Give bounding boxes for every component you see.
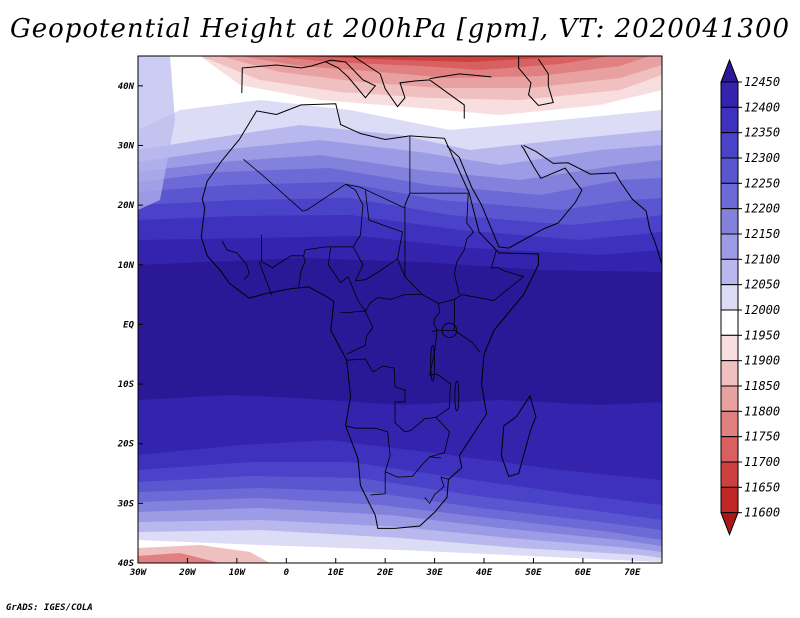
- country-border: [261, 234, 354, 269]
- field-band: [138, 56, 175, 210]
- lat-label: 40N: [118, 82, 135, 92]
- height-field: [138, 56, 662, 563]
- colorbar-label: 12150: [744, 227, 780, 241]
- map-title: Geopotential Height at 200hPa [gpm], VT:…: [9, 14, 791, 44]
- colorbar-box: [720, 208, 739, 235]
- lon-label: 60E: [575, 568, 592, 578]
- lat-label: 10N: [118, 261, 135, 271]
- plot-frame: [137, 55, 663, 564]
- field-band: [138, 553, 220, 563]
- latitude-axis: 40N 30N 20N 10N EQ 10S 20S 30S 40S: [117, 82, 143, 569]
- lon-label: 40E: [476, 568, 493, 578]
- africa-coastline: [200, 103, 539, 529]
- colorbar-label: 11900: [744, 354, 780, 368]
- lon-label: 50E: [525, 568, 542, 578]
- lon-label: 30W: [129, 568, 148, 578]
- colorbar-box: [720, 436, 739, 463]
- field-band: [300, 56, 580, 62]
- lat-label: EQ: [123, 320, 134, 330]
- country-border: [346, 358, 411, 433]
- country-border: [429, 330, 451, 418]
- colorbar: 12450 12400 12350 12300 12250 12200 12150 12100…: [720, 58, 780, 537]
- coastlines: [200, 56, 662, 529]
- colorbar-label: 12200: [744, 202, 780, 216]
- colorbar-box: [720, 157, 739, 184]
- country-border: [221, 240, 250, 280]
- lon-label: 20W: [178, 568, 197, 578]
- colorbar-box: [720, 360, 739, 387]
- lat-label: 30S: [117, 499, 135, 509]
- black-sea-coastline: [429, 73, 492, 80]
- country-border: [424, 476, 450, 505]
- country-border: [258, 261, 273, 295]
- lon-label: 70E: [624, 568, 641, 578]
- country-border: [364, 190, 403, 259]
- country-border: [340, 310, 374, 355]
- colorbar-box: [720, 182, 739, 210]
- colorbar-label: 12300: [744, 151, 780, 165]
- country-border: [298, 255, 306, 287]
- lake-outline: [441, 322, 458, 338]
- country-border: [433, 303, 440, 331]
- country-border: [490, 249, 524, 278]
- arabia-coastline: [446, 145, 583, 249]
- grads-credit: GrADS: IGES/COLA: [6, 603, 93, 613]
- colorbar-box: [720, 258, 739, 286]
- colorbar-label: 12000: [744, 303, 780, 317]
- lake-outline: [430, 344, 435, 382]
- colorbar-label: 12050: [744, 278, 780, 292]
- colorbar-top-arrow: [720, 58, 739, 83]
- colorbar-label: 11750: [744, 430, 780, 444]
- colorbar-box: [720, 284, 739, 311]
- lat-label: 20S: [117, 440, 135, 450]
- lon-label: 20E: [376, 568, 394, 578]
- lat-label: 20N: [117, 201, 135, 211]
- lon-label: 30E: [425, 568, 443, 578]
- colorbar-box: [720, 132, 739, 159]
- colorbar-label: 11700: [744, 455, 780, 469]
- balkans-coastline: [352, 56, 465, 119]
- lon-label: 10E: [328, 568, 345, 578]
- colorbar-box: [720, 334, 739, 362]
- country-border: [410, 417, 450, 458]
- field-band: [270, 56, 610, 70]
- colorbar-box: [720, 106, 739, 134]
- colorbar-label: 11950: [744, 328, 780, 342]
- colorbar-box: [720, 486, 739, 514]
- colorbar-box: [720, 309, 739, 336]
- colorbar-box: [720, 461, 739, 488]
- europe-coastline: [241, 59, 377, 99]
- country-border: [345, 183, 406, 282]
- colorbar-label: 11650: [744, 480, 780, 494]
- field-band: [138, 540, 662, 563]
- colorbar-label: 12400: [744, 100, 780, 114]
- country-border: [345, 425, 391, 496]
- country-border: [404, 135, 524, 304]
- lake-outline: [454, 380, 460, 412]
- colorbar-label: 12350: [744, 126, 780, 140]
- longitude-axis: 30W 20W 10W 0 10E 20E 30E 40E 50E 60E 70E: [129, 558, 641, 578]
- country-border: [385, 456, 442, 478]
- lat-label: 40S: [118, 559, 135, 569]
- colorbar-box: [720, 385, 739, 412]
- colorbar-box: [720, 81, 739, 108]
- colorbar-box: [720, 410, 739, 438]
- colorbar-label: 11800: [744, 404, 780, 418]
- lat-label: 30N: [117, 141, 135, 151]
- colorbar-box: [720, 233, 739, 260]
- madagascar-coastline: [500, 394, 537, 478]
- lon-label: 10W: [229, 568, 247, 578]
- caspian-coastline: [518, 56, 554, 107]
- colorbar-label: 11850: [744, 379, 780, 393]
- country-border: [453, 193, 475, 295]
- colorbar-label: 12250: [744, 176, 780, 190]
- persia-coastline: [523, 145, 662, 265]
- lat-label: 10S: [118, 380, 135, 390]
- colorbar-label: 12450: [744, 75, 780, 89]
- colorbar-bottom-arrow: [720, 512, 739, 537]
- lon-label: 0: [284, 568, 290, 578]
- colorbar-label: 11600: [744, 506, 780, 520]
- colorbar-label: 12100: [744, 252, 780, 266]
